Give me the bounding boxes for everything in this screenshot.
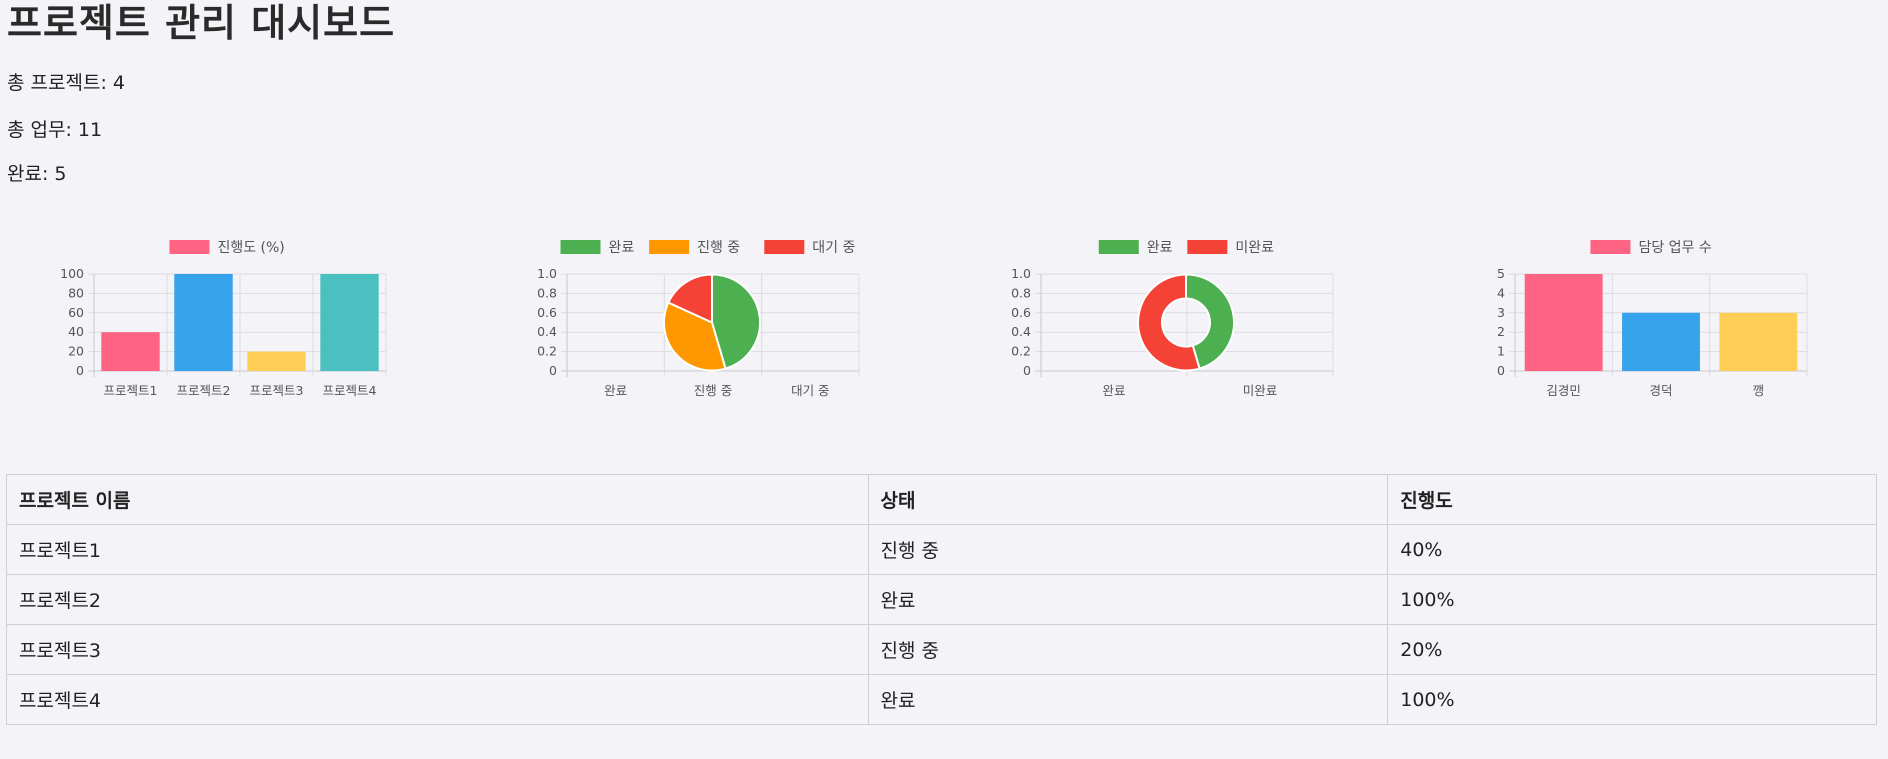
progress-cell: 20%	[1387, 624, 1877, 675]
y-tick-label: 0	[1497, 363, 1505, 378]
project-table: 프로젝트 이름 상태 진행도 프로젝트1 진행 중 40% 프로젝트2 완료 1…	[6, 474, 1877, 725]
progress-bar-chart: 진행도 (%) 0 20 40 60 80 100 프로젝트1 프로젝트2 프로젝트3 프로젝트4	[40, 235, 460, 465]
status-cell: 완료	[867, 574, 1389, 625]
bar	[1524, 274, 1603, 371]
legend-swatch	[764, 240, 805, 254]
status-cell: 진행 중	[867, 524, 1389, 575]
x-tick-label: 완료	[1102, 383, 1125, 398]
x-tick-label: 프로젝트2	[177, 383, 231, 398]
y-tick-label: 0.6	[1011, 305, 1031, 320]
header-status: 상태	[867, 474, 1389, 525]
project-name-cell: 프로젝트2	[6, 574, 869, 625]
x-tick-label: 진행 중	[694, 383, 732, 398]
y-tick-label: 20	[68, 344, 84, 359]
x-tick-label: 프로젝트4	[323, 383, 377, 398]
legend-swatch	[169, 240, 210, 254]
pie-slice	[711, 273, 761, 370]
status-cell: 완료	[867, 674, 1389, 725]
assignee-bar-chart: 담당 업무 수 0 1 2 3 4 5 김경민 경덕 깽	[1461, 235, 1881, 465]
y-tick-label: 2	[1497, 324, 1505, 339]
progress-cell: 100%	[1387, 574, 1877, 625]
progress-bar-chart-svg: 진행도 (%) 0 20 40 60 80 100 프로젝트1 프로젝트2 프로젝트3 프로젝트4	[60, 240, 387, 398]
table-row: 프로젝트4 완료 100%	[6, 674, 1877, 725]
assignee-bar-chart-svg: 담당 업무 수 0 1 2 3 4 5 김경민 경덕 깽	[1497, 240, 1808, 398]
y-tick-label: 40	[68, 324, 84, 339]
y-tick-label: 0.2	[537, 344, 557, 359]
status-pie-chart-svg: 완료 진행 중 대기 중00.20.40.60.81.0완료 진행 중 대기 중	[537, 240, 860, 398]
stat-total-tasks: 총 업무: 11	[7, 119, 103, 141]
y-tick-label: 1.0	[1011, 266, 1031, 281]
legend-swatch	[1098, 240, 1139, 254]
y-tick-label: 0.4	[537, 324, 557, 339]
bar	[320, 274, 379, 371]
y-tick-label: 0.4	[1011, 324, 1031, 339]
x-tick-label: 대기 중	[791, 383, 829, 398]
project-name-cell: 프로젝트3	[6, 624, 869, 675]
doughnut-slice	[1185, 273, 1235, 370]
stat-total-projects: 총 프로젝트: 4	[7, 72, 125, 94]
x-tick-label: 프로젝트3	[250, 383, 304, 398]
x-tick-label: 미완료	[1243, 383, 1278, 398]
legend-swatch	[1590, 240, 1631, 254]
legend-label: 완료	[1147, 240, 1173, 256]
x-tick-label: 완료	[604, 383, 627, 398]
completion-doughnut-chart: 완료 미완료 0 0.2 0.4 0.6 0.8 1.0 완료 미완료	[987, 235, 1407, 465]
charts-row: 진행도 (%) 0 20 40 60 80 100 프로젝트1 프로젝트2 프로젝트3 프로젝트4 …	[0, 235, 1888, 465]
legend-label: 진행 중	[697, 240, 740, 256]
x-tick-label: 김경민	[1546, 383, 1581, 398]
y-tick-label: 4	[1497, 285, 1505, 300]
status-pie-chart: 완료 진행 중 대기 중 0 0.2 0.4 0.6 0.8 1.0 완료 진행 중 대기 중	[513, 235, 933, 465]
legend-swatch	[1187, 240, 1228, 254]
y-tick-label: 0.6	[537, 305, 557, 320]
y-tick-label: 3	[1497, 305, 1505, 320]
bar	[247, 351, 306, 371]
y-tick-label: 60	[68, 305, 84, 320]
legend-swatch	[560, 240, 601, 254]
legend-label: 대기 중	[812, 240, 855, 256]
table-header-row: 프로젝트 이름 상태 진행도	[6, 474, 1877, 525]
bar	[1622, 312, 1700, 371]
y-tick-label: 5	[1497, 266, 1505, 281]
status-cell: 진행 중	[867, 624, 1389, 675]
bar	[1719, 312, 1798, 371]
legend-label: 미완료	[1235, 240, 1274, 256]
project-name-cell: 프로젝트4	[6, 674, 869, 725]
header-progress: 진행도	[1387, 474, 1877, 525]
table-row: 프로젝트3 진행 중 20%	[6, 624, 1877, 675]
y-tick-label: 1.0	[537, 266, 557, 281]
table-row: 프로젝트1 진행 중 40%	[6, 524, 1877, 575]
pie-slice	[667, 273, 713, 325]
pie-slice	[663, 301, 727, 372]
bar	[101, 332, 160, 371]
x-tick-label: 프로젝트1	[104, 383, 158, 398]
page-title: 프로젝트 관리 대시보드	[7, 1, 396, 45]
y-tick-label: 80	[68, 285, 84, 300]
legend-swatch	[649, 240, 690, 254]
header-project-name: 프로젝트 이름	[6, 474, 869, 525]
y-tick-label: 0	[549, 363, 557, 378]
progress-cell: 100%	[1387, 674, 1877, 725]
stat-completed: 완료: 5	[7, 163, 67, 185]
x-tick-label: 경덕	[1649, 383, 1672, 398]
y-tick-label: 0.8	[1011, 285, 1031, 300]
legend-label: 담당 업무 수	[1638, 240, 1711, 256]
y-tick-label: 0.2	[1011, 344, 1031, 359]
bar	[174, 274, 233, 371]
y-tick-label: 0.8	[537, 285, 557, 300]
table-row: 프로젝트2 완료 100%	[6, 574, 1877, 625]
x-tick-label: 깽	[1753, 383, 1765, 398]
progress-cell: 40%	[1387, 524, 1877, 575]
y-tick-label: 0	[76, 363, 84, 378]
legend-label: 완료	[609, 240, 635, 256]
legend-label: 진행도 (%)	[217, 240, 284, 256]
y-tick-label: 0	[1023, 363, 1031, 378]
y-tick-label: 100	[60, 266, 84, 281]
doughnut-slice	[1137, 273, 1201, 372]
project-name-cell: 프로젝트1	[6, 524, 869, 575]
y-tick-label: 1	[1497, 344, 1505, 359]
